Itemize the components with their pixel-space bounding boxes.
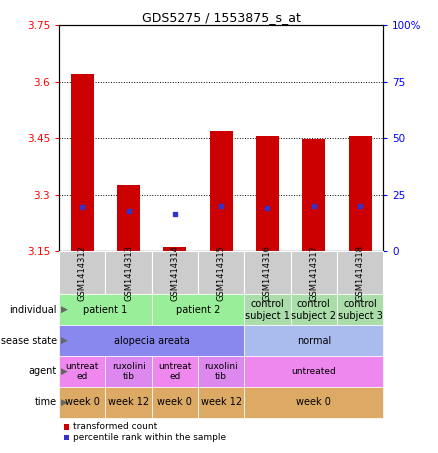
Text: control
subject 2: control subject 2	[291, 299, 336, 321]
Text: week 0: week 0	[157, 397, 192, 407]
Text: GSM1414312: GSM1414312	[78, 245, 87, 301]
Text: individual: individual	[10, 305, 57, 315]
Text: week 12: week 12	[201, 397, 242, 407]
Text: normal: normal	[297, 336, 331, 346]
Text: GSM1414316: GSM1414316	[263, 245, 272, 301]
Text: week 0: week 0	[65, 397, 100, 407]
Text: GSM1414315: GSM1414315	[217, 245, 226, 301]
Text: ruxolini
tib: ruxolini tib	[112, 362, 145, 381]
Text: control
subject 1: control subject 1	[245, 299, 290, 321]
Text: ▶: ▶	[61, 398, 68, 407]
Text: untreat
ed: untreat ed	[158, 362, 191, 381]
Text: GSM1414317: GSM1414317	[309, 245, 318, 301]
Text: ▶: ▶	[61, 367, 68, 376]
Bar	[349, 136, 372, 251]
Text: agent: agent	[29, 366, 57, 376]
Text: patient 1: patient 1	[83, 305, 127, 315]
Text: GSM1414314: GSM1414314	[170, 245, 180, 301]
Bar	[163, 247, 187, 251]
Text: GSM1414313: GSM1414313	[124, 245, 133, 301]
Text: disease state: disease state	[0, 336, 57, 346]
Text: ▶: ▶	[61, 336, 68, 345]
Title: GDS5275 / 1553875_s_at: GDS5275 / 1553875_s_at	[142, 11, 300, 24]
Bar	[71, 74, 94, 251]
Bar	[302, 139, 325, 251]
Text: control
subject 3: control subject 3	[338, 299, 382, 321]
Bar	[210, 130, 233, 251]
Text: week 0: week 0	[297, 397, 331, 407]
Text: time: time	[35, 397, 57, 407]
Text: patient 2: patient 2	[176, 305, 220, 315]
Text: week 12: week 12	[108, 397, 149, 407]
Text: transformed count: transformed count	[73, 422, 157, 431]
Text: untreat
ed: untreat ed	[66, 362, 99, 381]
Bar	[117, 185, 140, 251]
Bar	[256, 136, 279, 251]
Text: ruxolini
tib: ruxolini tib	[204, 362, 238, 381]
Text: alopecia areata: alopecia areata	[114, 336, 190, 346]
Text: untreated: untreated	[291, 367, 336, 376]
Text: GSM1414318: GSM1414318	[356, 245, 364, 301]
Text: ▶: ▶	[61, 305, 68, 314]
Text: percentile rank within the sample: percentile rank within the sample	[73, 433, 226, 442]
